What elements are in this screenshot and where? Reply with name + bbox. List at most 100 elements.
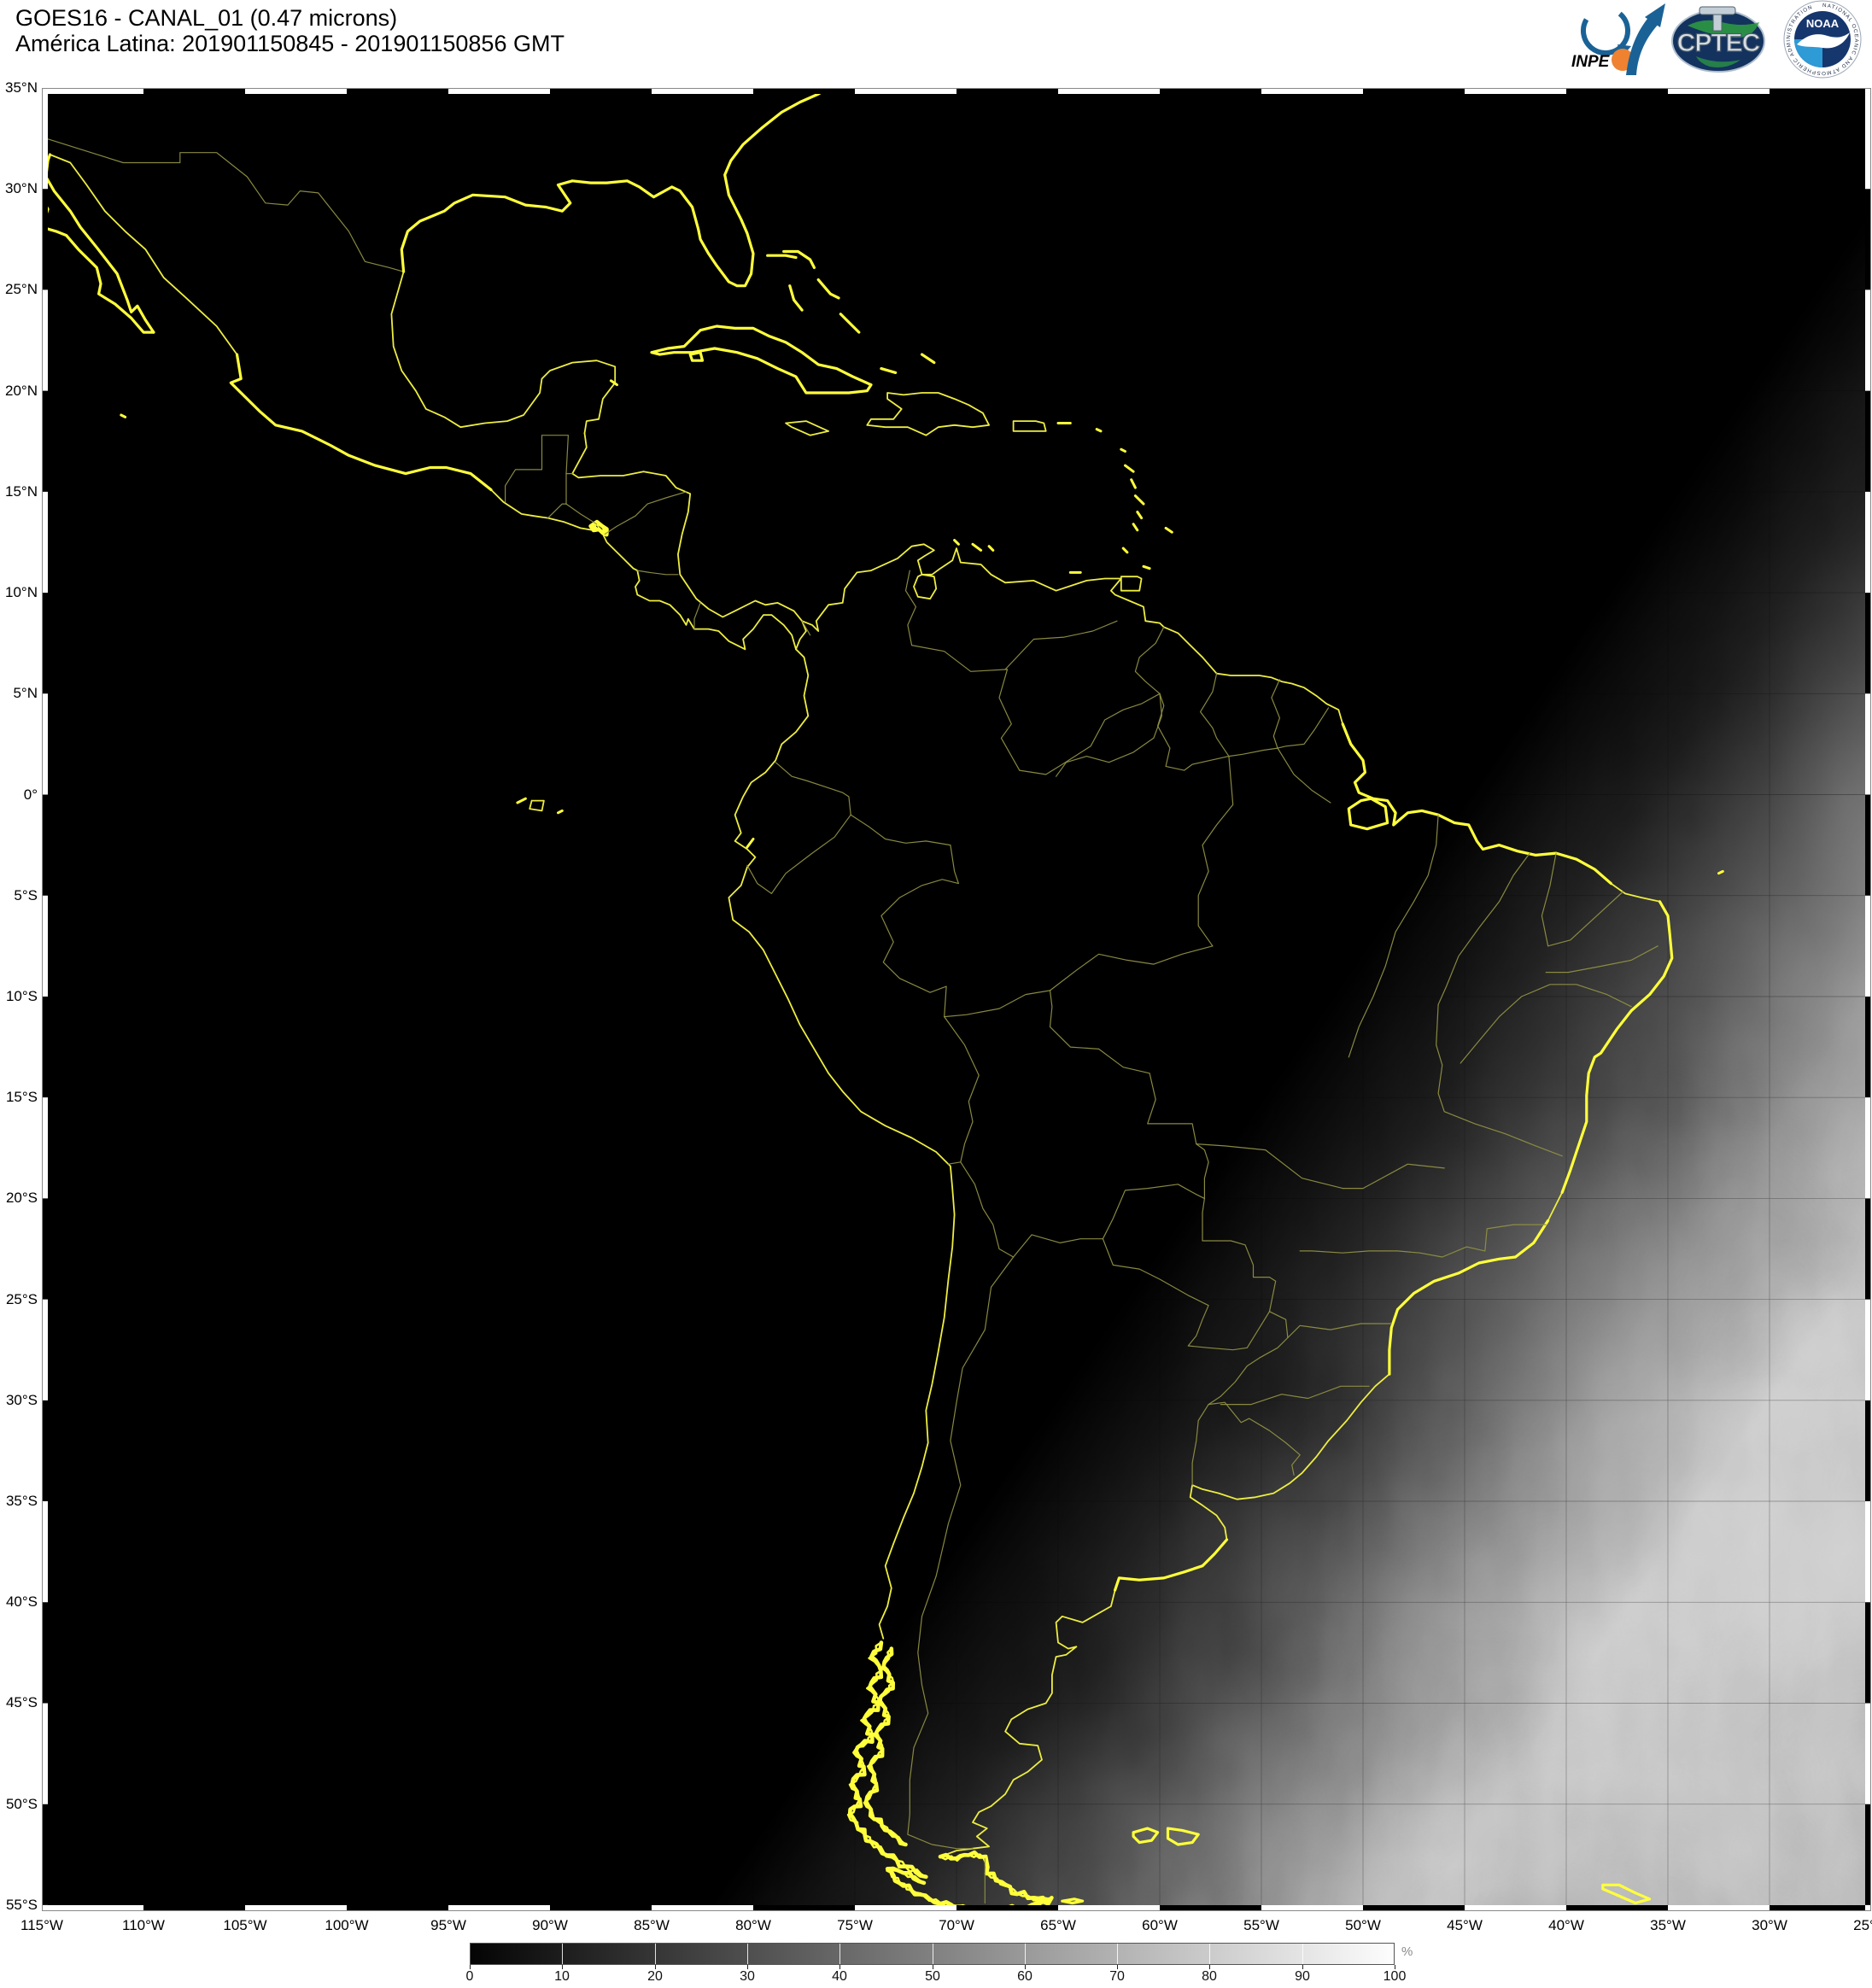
br-state-ce-pe bbox=[1547, 891, 1624, 947]
lat-label-40°S: 40°S bbox=[5, 1593, 38, 1611]
border-gf-br bbox=[1277, 707, 1330, 749]
satellite-map bbox=[42, 88, 1871, 1911]
lon-label-40°W: 40°W bbox=[1548, 1917, 1584, 1933]
lon-label-35°W: 35°W bbox=[1650, 1917, 1686, 1933]
colorbar-tickline-20 bbox=[655, 1944, 656, 1964]
st-martin bbox=[1095, 428, 1103, 433]
colorbar-label-100: 100 bbox=[1383, 1969, 1407, 1984]
br-state-am-pa bbox=[1197, 756, 1234, 947]
south-georgia bbox=[1601, 1883, 1652, 1905]
page-title: GOES16 - CANAL_01 (0.47 microns) bbox=[15, 5, 398, 31]
colorbar-stub-60 bbox=[1025, 1965, 1026, 1969]
lon-label-60°W: 60°W bbox=[1142, 1917, 1178, 1933]
colorbar-stub-40 bbox=[839, 1965, 840, 1969]
br-state-rs-sc bbox=[1220, 1385, 1370, 1406]
colorbar-label-30: 30 bbox=[740, 1969, 755, 1984]
colorbar-tickline-70 bbox=[1117, 1944, 1118, 1964]
colorbar-stub-10 bbox=[562, 1965, 563, 1969]
page-subtitle: América Latina: 201901150845 - 201901150… bbox=[15, 31, 565, 56]
lat-label-45°S: 45°S bbox=[5, 1694, 38, 1711]
bahamas-3 bbox=[788, 284, 804, 312]
colorbar-tickline-40 bbox=[839, 1944, 840, 1964]
ne-brazil-bright bbox=[1560, 900, 1674, 1194]
noaa-logo: NATIONAL OCEANIC AND ATMOSPHERIC ADMINIS… bbox=[1783, 0, 1862, 79]
lon-label-80°W: 80°W bbox=[735, 1917, 771, 1933]
curacao bbox=[971, 542, 983, 552]
border-cl-bo bbox=[960, 1161, 1015, 1258]
br-state-ma-pi bbox=[1437, 852, 1530, 1005]
se-brazil-bright bbox=[1388, 1219, 1550, 1376]
lat-label-15°N: 15°N bbox=[5, 482, 38, 500]
colorbar-tickline-90 bbox=[1302, 1944, 1303, 1964]
colorbar-label-80: 80 bbox=[1202, 1969, 1217, 1984]
fernando-noronha bbox=[1717, 869, 1724, 875]
barbados bbox=[1164, 526, 1173, 534]
cozumel bbox=[609, 379, 618, 387]
border-co-pe-br bbox=[850, 814, 959, 1018]
bahamas-4 bbox=[816, 278, 840, 300]
colorbar-label-0: 0 bbox=[465, 1969, 474, 1984]
isla-juventud bbox=[688, 351, 705, 362]
galapagos-2 bbox=[516, 797, 527, 804]
lat-label-50°S: 50°S bbox=[5, 1795, 38, 1812]
lat-label-25°N: 25°N bbox=[5, 281, 38, 298]
coastline-layers bbox=[42, 88, 1724, 1911]
trinidad bbox=[1120, 576, 1143, 592]
lon-label-65°W: 65°W bbox=[1040, 1917, 1076, 1933]
colorbar-label-60: 60 bbox=[1017, 1969, 1033, 1984]
bahamas-1 bbox=[766, 254, 798, 260]
lon-label-85°W: 85°W bbox=[634, 1917, 670, 1933]
br-state-pe-ba bbox=[1545, 945, 1658, 974]
guadeloupe bbox=[1124, 464, 1135, 473]
border-co-ve bbox=[904, 570, 1021, 771]
aruba bbox=[953, 539, 960, 546]
br-state-mg-sp-rj bbox=[1465, 1224, 1547, 1252]
colorbar-tickline-60 bbox=[1025, 1944, 1026, 1964]
mexico-gulf-yucatan-coast bbox=[390, 271, 617, 435]
br-state-amapa bbox=[1277, 747, 1331, 804]
chile-fjords-outer bbox=[846, 1641, 927, 1879]
lon-label-50°W: 50°W bbox=[1345, 1917, 1381, 1933]
border-gy-ve bbox=[1134, 626, 1165, 694]
br-state-sp-mg bbox=[1299, 1246, 1467, 1258]
lake-maracaibo bbox=[913, 573, 938, 600]
turks bbox=[920, 353, 936, 365]
lat-label-20°N: 20°N bbox=[5, 382, 38, 399]
colorbar-label-40: 40 bbox=[832, 1969, 847, 1984]
colorbar-stub-90 bbox=[1302, 1965, 1303, 1969]
caribbean-central-america-coast bbox=[571, 432, 803, 623]
br-state-mt-ms bbox=[1196, 1143, 1343, 1190]
buenos-aires-bright bbox=[1114, 1538, 1229, 1592]
lat-label-5°N: 5°N bbox=[13, 685, 38, 702]
br-state-am-south bbox=[944, 945, 1214, 1018]
colorbar-stub-20 bbox=[655, 1965, 656, 1969]
chile-peru-coast bbox=[728, 648, 956, 1640]
border-bo-py bbox=[1102, 1184, 1205, 1240]
falklands-east bbox=[1166, 1827, 1200, 1846]
border-ve-br bbox=[1019, 693, 1161, 775]
bahamas-6 bbox=[880, 367, 898, 374]
bahamas-2 bbox=[782, 249, 816, 269]
lon-label-45°W: 45°W bbox=[1447, 1917, 1483, 1933]
revillagigedo bbox=[120, 413, 127, 418]
lat-label-5°S: 5°S bbox=[14, 886, 38, 903]
border-mx-gt bbox=[505, 435, 569, 503]
lat-label-35°S: 35°S bbox=[5, 1493, 38, 1510]
border-sr-br bbox=[1228, 747, 1278, 757]
grenada bbox=[1121, 547, 1129, 554]
lon-label-110°W: 110°W bbox=[122, 1917, 165, 1933]
falklands-west bbox=[1132, 1827, 1160, 1845]
colorbar-label-20: 20 bbox=[647, 1969, 663, 1984]
br-state-ba-mg bbox=[1436, 1003, 1563, 1157]
lat-label-35°N: 35°N bbox=[5, 79, 38, 96]
border-pa-co bbox=[801, 620, 811, 636]
header: GOES16 - CANAL_01 (0.47 microns) América… bbox=[15, 5, 565, 56]
border-pe-bo bbox=[944, 1016, 980, 1165]
border-ec-pe bbox=[746, 814, 851, 894]
lon-label-30°W: 30°W bbox=[1752, 1917, 1787, 1933]
jamaica bbox=[785, 420, 829, 436]
border-ar-uy bbox=[1191, 1404, 1209, 1486]
noaa-label: NOAA bbox=[1806, 17, 1840, 30]
daylight-cloud-field bbox=[42, 88, 1871, 1911]
lat-label-30°S: 30°S bbox=[5, 1391, 38, 1408]
